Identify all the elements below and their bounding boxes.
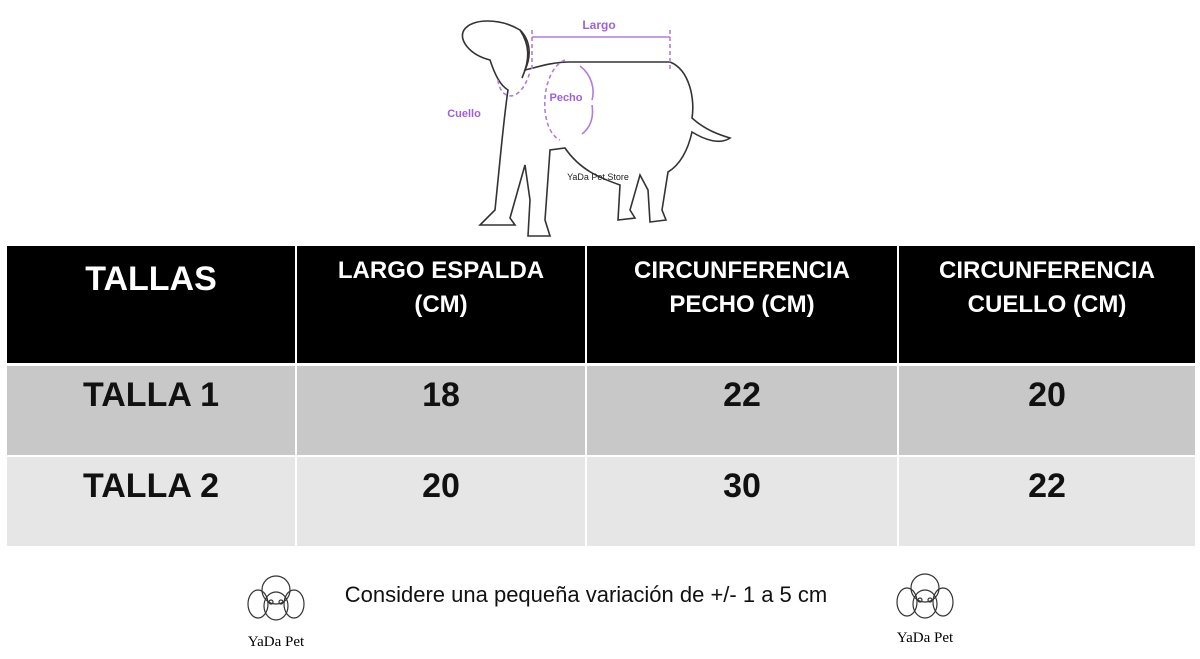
header-cell: CIRCUNFERENCIA CUELLO (CM) [899, 246, 1195, 363]
header-cell: TALLAS [7, 246, 295, 363]
table-cell: 22 [899, 457, 1195, 546]
header-text: CIRCUNFERENCIA [939, 257, 1155, 284]
header-cell: CIRCUNFERENCIA PECHO (CM) [587, 246, 897, 363]
chest-label: Pecho [549, 92, 582, 104]
length-label: Largo [582, 18, 615, 32]
dog-outline [461, 20, 732, 237]
header-text: PECHO (CM) [669, 291, 815, 318]
table-cell: TALLA 1 [7, 366, 295, 455]
store-label: YaDa Pet Store [567, 172, 629, 182]
header-cell: LARGO ESPALDA (CM) [297, 246, 585, 363]
logo: YaDa Pet [247, 575, 305, 650]
logo: YaDa Pet [896, 573, 954, 646]
table-cell: TALLA 2 [7, 457, 295, 546]
dog-diagram: Largo Pecho Cuello YaDa Pet Store [447, 18, 732, 237]
table-cell: 20 [297, 457, 585, 546]
header-text: CIRCUNFERENCIA [634, 257, 850, 284]
footer-note: Considere una pequeña variación de +/- 1… [344, 582, 828, 607]
logo-text: YaDa Pet [248, 634, 305, 650]
header-text: LARGO ESPALDA [337, 257, 545, 284]
measure-marks [497, 30, 671, 141]
neck-label: Cuello [447, 108, 481, 120]
header-text: (CM) [414, 291, 468, 318]
header-text: TALLAS [85, 260, 217, 298]
table-cell: 22 [587, 366, 897, 455]
header-text: CUELLO (CM) [967, 291, 1127, 318]
table-cell: 18 [297, 366, 585, 455]
logo-text: YaDa Pet [897, 630, 954, 646]
table-cell: 30 [587, 457, 897, 546]
table-cell: 20 [899, 366, 1195, 455]
